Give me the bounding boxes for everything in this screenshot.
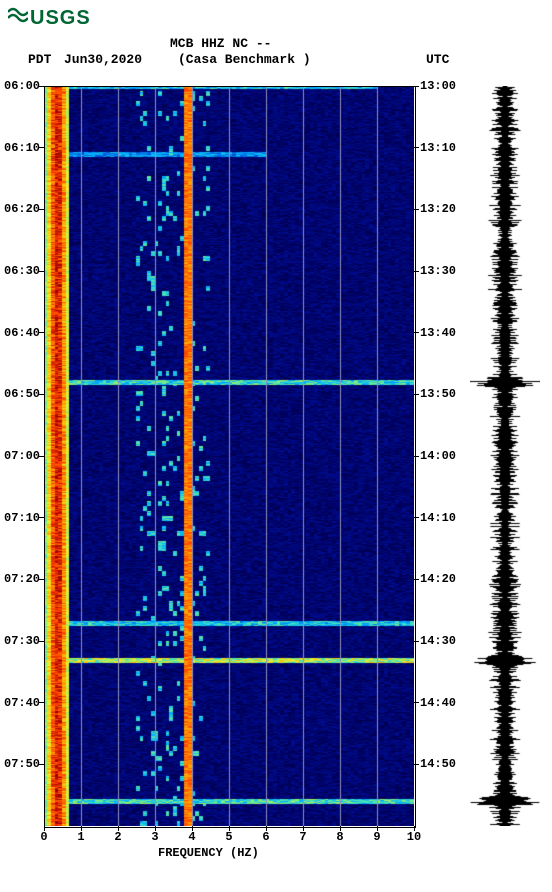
x-tick-mark <box>414 826 415 831</box>
y-tick-mark-right <box>414 517 419 518</box>
y-tick-right: 14:30 <box>420 634 456 648</box>
y-tick-left: 06:20 <box>4 202 40 216</box>
usgs-text: USGS <box>30 7 91 29</box>
y-tick-mark-left <box>39 147 44 148</box>
x-tick: 10 <box>407 830 421 844</box>
y-tick-mark-left <box>39 271 44 272</box>
x-tick-mark <box>340 826 341 831</box>
x-tick: 1 <box>77 830 84 844</box>
x-tick-mark <box>229 826 230 831</box>
x-tick: 9 <box>373 830 380 844</box>
y-tick-left: 06:50 <box>4 387 40 401</box>
y-tick-mark-right <box>414 456 419 457</box>
y-tick-left: 06:40 <box>4 326 40 340</box>
benchmark-label: (Casa Benchmark ) <box>178 52 311 67</box>
y-tick-mark-left <box>39 579 44 580</box>
x-tick: 2 <box>114 830 121 844</box>
station-title: MCB HHZ NC -- <box>170 36 271 51</box>
y-tick-mark-right <box>414 394 419 395</box>
y-tick-right: 14:00 <box>420 449 456 463</box>
y-tick-left: 06:30 <box>4 264 40 278</box>
y-tick-right: 14:10 <box>420 511 456 525</box>
x-tick-mark <box>118 826 119 831</box>
x-tick: 5 <box>225 830 232 844</box>
y-tick-mark-left <box>39 764 44 765</box>
y-tick-mark-left <box>39 456 44 457</box>
x-tick-mark <box>266 826 267 831</box>
y-tick-mark-right <box>414 579 419 580</box>
waveform-canvas <box>470 86 540 826</box>
y-tick-mark-left <box>39 86 44 87</box>
y-tick-right: 13:20 <box>420 202 456 216</box>
y-tick-left: 07:40 <box>4 696 40 710</box>
spectrogram-panel <box>44 86 414 826</box>
x-tick-mark <box>155 826 156 831</box>
x-tick: 4 <box>188 830 195 844</box>
y-tick-right: 14:20 <box>420 572 456 586</box>
usgs-logo: USGS <box>8 6 91 30</box>
y-tick-right: 14:40 <box>420 696 456 710</box>
x-tick-mark <box>44 826 45 831</box>
y-tick-left: 06:00 <box>4 79 40 93</box>
y-tick-left: 07:00 <box>4 449 40 463</box>
y-tick-mark-left <box>39 702 44 703</box>
y-tick-mark-right <box>414 702 419 703</box>
x-tick-mark <box>303 826 304 831</box>
y-tick-mark-right <box>414 147 419 148</box>
y-tick-right: 13:40 <box>420 326 456 340</box>
y-tick-mark-left <box>39 394 44 395</box>
waveform-panel <box>470 86 540 826</box>
utc-label: UTC <box>426 52 449 67</box>
y-tick-mark-left <box>39 332 44 333</box>
y-tick-right: 13:10 <box>420 141 456 155</box>
pdt-label: PDT <box>28 52 51 67</box>
wave-icon <box>8 6 28 30</box>
x-tick: 8 <box>336 830 343 844</box>
date-label: Jun30,2020 <box>64 52 142 67</box>
y-tick-mark-left <box>39 517 44 518</box>
x-tick-mark <box>377 826 378 831</box>
x-tick-mark <box>81 826 82 831</box>
y-tick-mark-right <box>414 86 419 87</box>
y-tick-right: 13:50 <box>420 387 456 401</box>
y-tick-left: 07:20 <box>4 572 40 586</box>
x-tick: 0 <box>40 830 47 844</box>
y-tick-mark-right <box>414 641 419 642</box>
y-tick-mark-right <box>414 271 419 272</box>
y-tick-left: 07:10 <box>4 511 40 525</box>
y-tick-right: 13:30 <box>420 264 456 278</box>
x-tick: 6 <box>262 830 269 844</box>
x-tick: 3 <box>151 830 158 844</box>
y-tick-mark-left <box>39 209 44 210</box>
y-tick-mark-right <box>414 332 419 333</box>
y-tick-left: 06:10 <box>4 141 40 155</box>
y-tick-left: 07:50 <box>4 757 40 771</box>
y-tick-right: 14:50 <box>420 757 456 771</box>
y-tick-mark-right <box>414 209 419 210</box>
x-tick: 7 <box>299 830 306 844</box>
y-tick-mark-right <box>414 764 419 765</box>
x-tick-mark <box>192 826 193 831</box>
y-tick-right: 13:00 <box>420 79 456 93</box>
x-axis-label: FREQUENCY (HZ) <box>158 846 259 860</box>
spectrogram-canvas <box>44 86 414 826</box>
y-tick-mark-left <box>39 641 44 642</box>
y-tick-left: 07:30 <box>4 634 40 648</box>
